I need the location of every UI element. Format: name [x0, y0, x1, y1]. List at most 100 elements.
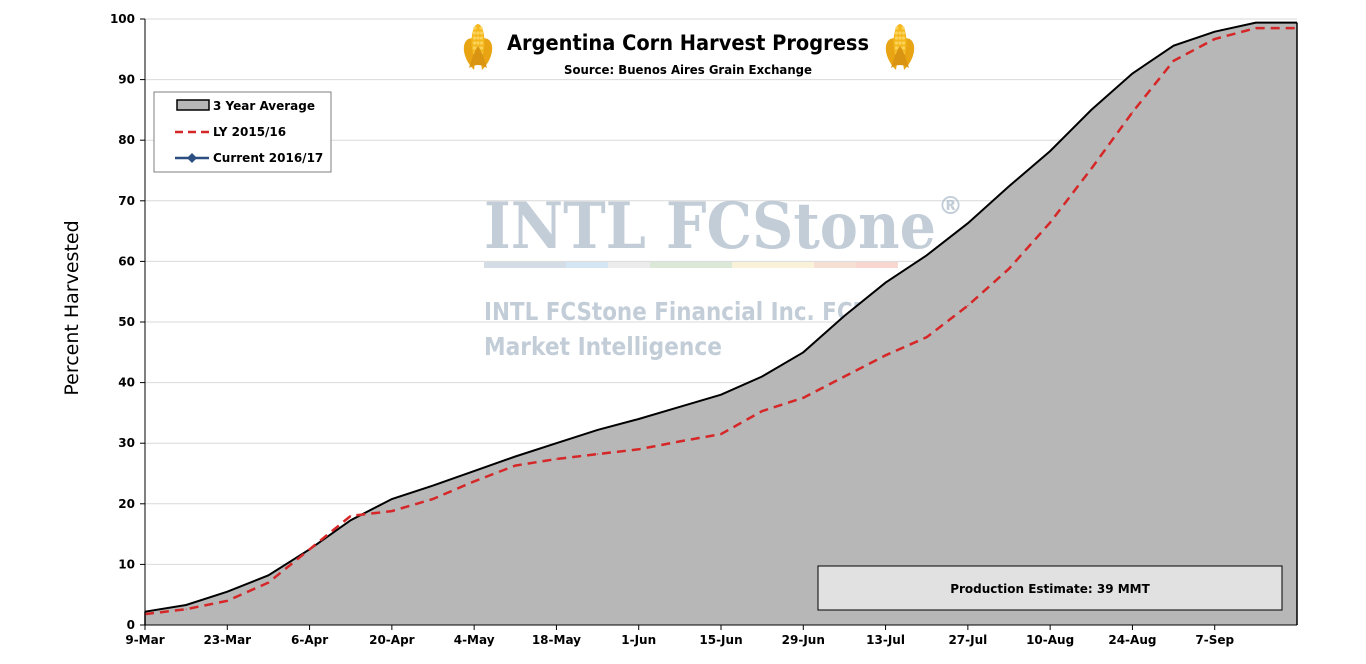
x-tick-label: 7-Sep [1195, 633, 1234, 647]
data-point-3-year-average [350, 519, 352, 521]
x-tick-label: 13-Jul [866, 633, 905, 647]
data-point-ly-2015-16 [885, 354, 887, 356]
data-point-ly-2015-16 [309, 548, 311, 550]
data-point-ly-2015-16 [597, 453, 599, 455]
data-point-3-year-average [432, 485, 434, 487]
data-point-ly-2015-16 [432, 498, 434, 500]
data-point-ly-2015-16 [391, 510, 393, 512]
legend-label: 3 Year Average [213, 99, 315, 113]
data-point-3-year-average [391, 498, 393, 500]
data-point-ly-2015-16 [473, 480, 475, 482]
y-axis-label: Percent Harvested [61, 220, 83, 395]
data-point-ly-2015-16 [802, 397, 804, 399]
data-point-3-year-average [514, 455, 516, 458]
data-point-3-year-average [720, 394, 722, 396]
data-point-ly-2015-16 [638, 448, 640, 450]
x-tick-label: 18-May [532, 633, 581, 647]
data-point-3-year-average [638, 418, 640, 420]
watermark-logo: INTL FCStone [484, 189, 936, 264]
data-point-ly-2015-16 [514, 465, 516, 467]
x-tick-label: 27-Jul [948, 633, 987, 647]
legend-swatch-area [176, 99, 210, 111]
data-point-ly-2015-16 [1214, 38, 1216, 40]
x-axis-ticks: 9-Mar 23-Mar 6-Apr 20-Apr 4-May 18-May 1-Jun 15… [125, 625, 1234, 647]
production-estimate-box: Production Estimate: 39 MMT [817, 565, 1283, 611]
corn-cob-icon [463, 24, 493, 70]
data-point-3-year-average [267, 574, 269, 576]
data-point-3-year-average [761, 375, 763, 378]
chart-title: Argentina Corn Harvest Progress [507, 31, 869, 55]
watermark-color-bar [484, 262, 898, 268]
data-point-3-year-average [1008, 185, 1010, 187]
y-tick-label: 30 [118, 436, 135, 450]
data-point-ly-2015-16 [1255, 27, 1257, 29]
gridlines [145, 18, 1297, 565]
data-point-ly-2015-16 [967, 305, 969, 307]
x-tick-label: 29-Jun [782, 633, 825, 647]
data-point-ly-2015-16 [1173, 60, 1175, 62]
data-point-3-year-average [473, 470, 475, 472]
legend: 3 Year Average LY 2015/16 Current 2016/1… [153, 91, 332, 173]
data-point-3-year-average [185, 604, 187, 606]
data-point-3-year-average [1173, 45, 1175, 47]
data-point-3-year-average [1090, 109, 1092, 111]
data-point-ly-2015-16 [720, 433, 722, 435]
x-tick-label: 6-Apr [291, 633, 328, 647]
y-tick-label: 0 [127, 618, 135, 632]
y-tick-label: 80 [118, 133, 135, 147]
legend-label: LY 2015/16 [213, 125, 286, 139]
data-point-3-year-average [226, 591, 228, 593]
data-point-ly-2015-16 [185, 608, 187, 610]
data-point-3-year-average [843, 315, 846, 317]
x-tick-label: 15-Jun [699, 633, 742, 647]
data-point-ly-2015-16 [1049, 222, 1051, 224]
x-tick-label: 4-May [454, 633, 495, 647]
data-point-3-year-average [597, 429, 599, 431]
y-tick-label: 50 [118, 315, 135, 329]
legend-item-current-2016-17: Current 2016/17 [175, 151, 323, 165]
x-tick-label: 9-Mar [125, 633, 164, 647]
y-tick-label: 90 [118, 73, 135, 87]
data-point-3-year-average [1131, 72, 1133, 75]
x-tick-label: 20-Apr [369, 633, 415, 647]
data-point-ly-2015-16 [226, 600, 228, 602]
data-point-3-year-average [1049, 150, 1051, 152]
legend-item-3-year-average: 3 Year Average [176, 99, 315, 113]
y-axis-ticks: 0 10 20 30 40 50 60 70 80 90 100 [110, 12, 145, 632]
series-3-year-average-area [145, 22, 1297, 626]
watermark-line-2: Market Intelligence [484, 332, 722, 361]
data-point-3-year-average [967, 222, 969, 224]
watermark: INTL FCStone ® INTL FCStone Financial In… [484, 189, 978, 361]
corn-cob-icon [885, 24, 915, 70]
data-point-3-year-average [1255, 22, 1257, 24]
x-tick-label: 23-Mar [203, 633, 251, 647]
data-point-ly-2015-16 [679, 440, 681, 442]
data-point-3-year-average [679, 406, 681, 408]
y-tick-label: 60 [118, 254, 135, 268]
x-tick-label: 10-Aug [1026, 633, 1074, 647]
legend-label: Current 2016/17 [213, 151, 323, 165]
data-point-3-year-average [802, 351, 804, 353]
data-point-ly-2015-16 [555, 458, 558, 460]
data-point-ly-2015-16 [761, 410, 763, 412]
watermark-registered-mark: ® [938, 191, 963, 220]
data-point-3-year-average [555, 442, 558, 444]
production-estimate-text: Production Estimate: 39 MMT [950, 582, 1150, 596]
data-point-3-year-average [926, 254, 928, 256]
chart-subtitle: Source: Buenos Aires Grain Exchange [564, 63, 812, 77]
y-tick-label: 70 [118, 194, 135, 208]
y-tick-label: 10 [118, 557, 135, 571]
y-tick-label: 100 [110, 12, 135, 26]
diamond-marker-icon [187, 153, 197, 163]
data-point-ly-2015-16 [350, 515, 352, 517]
data-point-ly-2015-16 [1008, 268, 1010, 270]
data-point-ly-2015-16 [843, 375, 846, 378]
y-tick-label: 40 [118, 376, 135, 390]
legend-item-ly-2015-16: LY 2015/16 [175, 125, 286, 139]
data-point-3-year-average [1214, 31, 1216, 33]
data-point-ly-2015-16 [1090, 168, 1092, 170]
y-tick-label: 20 [118, 497, 135, 511]
data-point-ly-2015-16 [267, 582, 269, 584]
data-point-ly-2015-16 [1131, 111, 1133, 113]
x-tick-label: 1-Jun [621, 633, 656, 647]
